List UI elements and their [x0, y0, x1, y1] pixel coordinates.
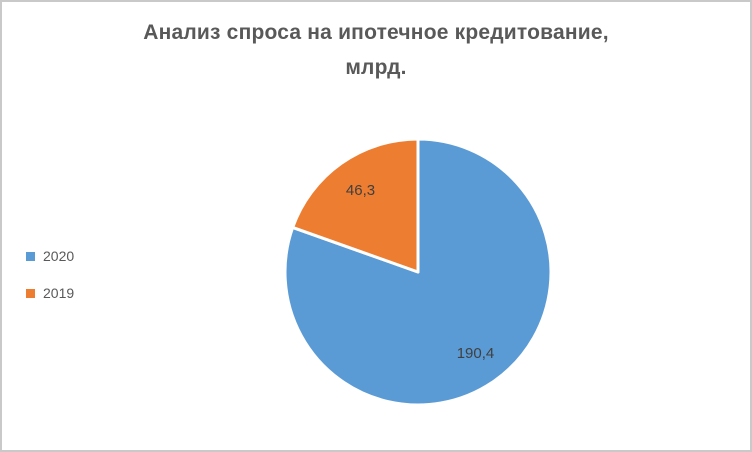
legend-label-2019: 2019	[43, 285, 75, 301]
chart-title-line1: Анализ спроса на ипотечное кредитование,	[143, 21, 609, 44]
legend-item-2020[interactable]: 2020	[26, 247, 74, 265]
data-label-2019: 46,3	[346, 182, 375, 199]
data-label-2020: 190,4	[457, 345, 495, 362]
chart-title-line2: млрд.	[345, 56, 407, 79]
pie-slice-2019[interactable]	[291, 137, 420, 274]
pie-slice-2020[interactable]	[283, 137, 553, 407]
legend-marker-2020-icon	[26, 251, 35, 261]
chart-title: Анализ спроса на ипотечное кредитование,…	[2, 15, 750, 85]
legend-item-2019[interactable]: 2019	[26, 284, 74, 302]
legend-marker-2019-icon	[26, 288, 35, 298]
legend-label-2020: 2020	[43, 248, 75, 264]
legend: 2020 2019	[26, 247, 74, 321]
